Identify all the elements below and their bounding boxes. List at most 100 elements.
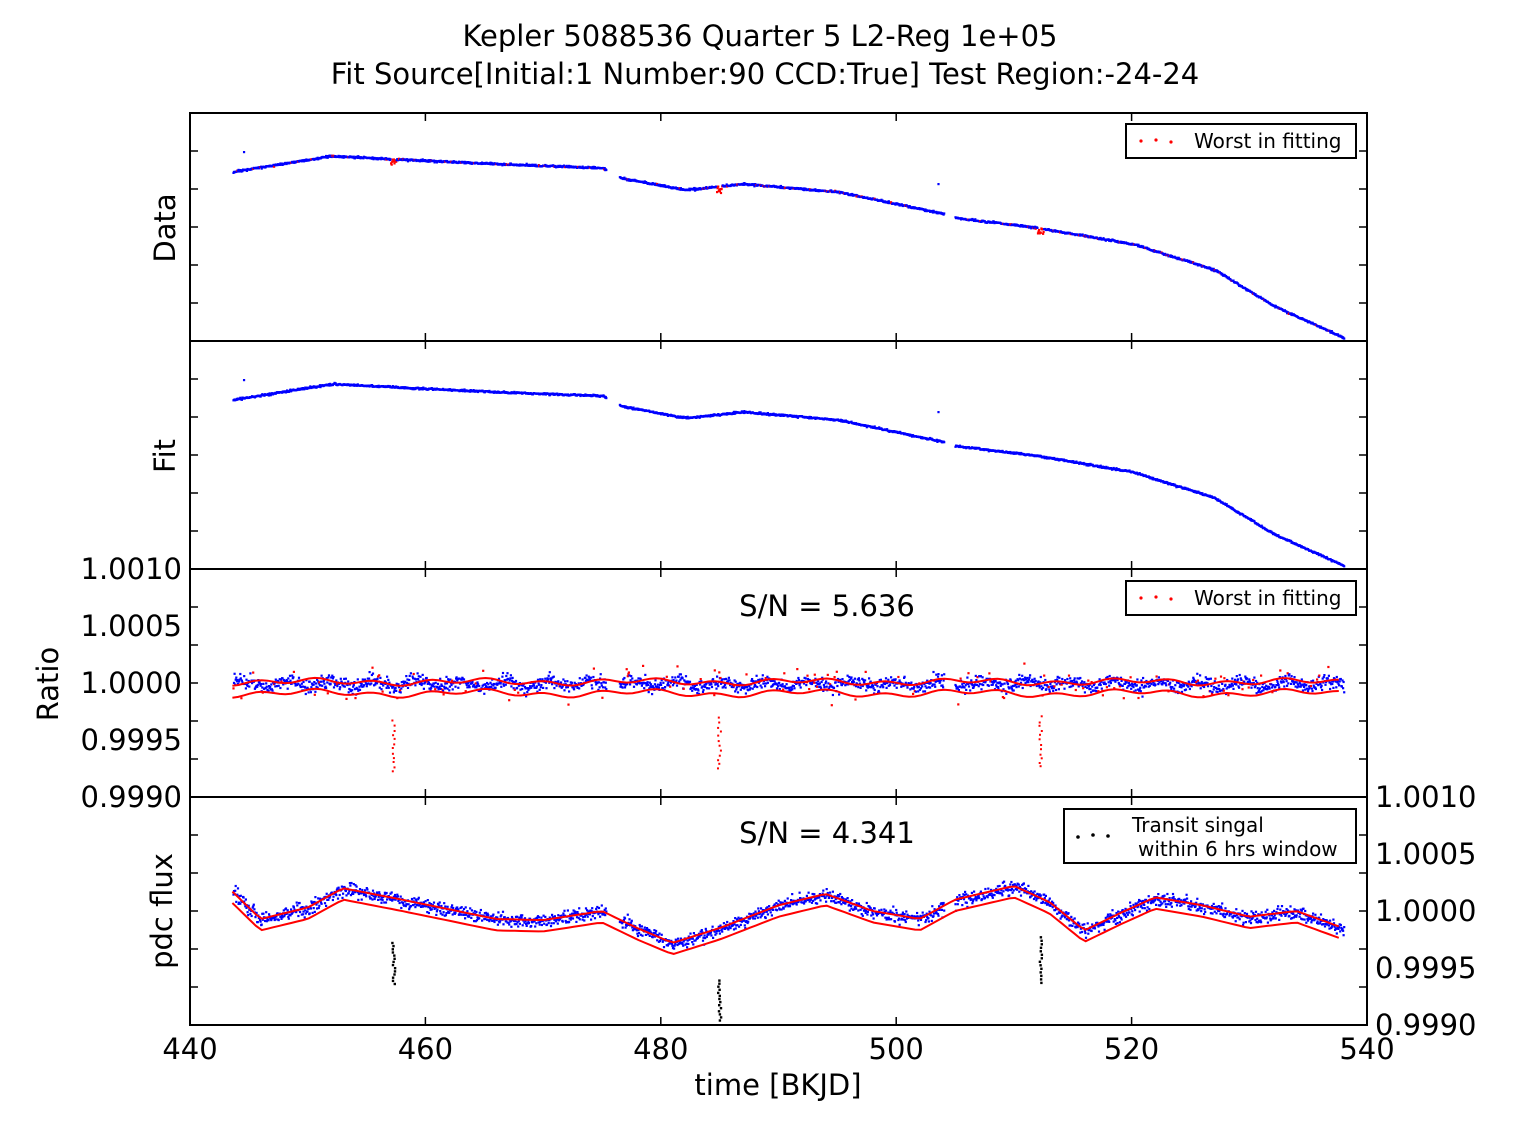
ratio-point <box>795 682 798 685</box>
worst-fit-point <box>377 675 380 678</box>
ratio-point <box>468 686 471 689</box>
ratio-point <box>486 681 489 685</box>
ratio-point <box>831 685 834 688</box>
ratio-point <box>790 686 793 689</box>
ratio-point <box>571 685 575 688</box>
ratio-point <box>253 687 256 690</box>
worst-fit-point <box>441 688 444 691</box>
data-point <box>395 159 398 162</box>
ratio-point <box>521 687 524 691</box>
ratio-point <box>322 679 325 682</box>
data-point <box>632 406 635 409</box>
worst-fit-point <box>1034 227 1037 230</box>
worst-fit-point <box>627 672 630 675</box>
ratio-point <box>564 680 567 683</box>
ratio-point <box>436 686 439 689</box>
ratio-point <box>491 687 494 690</box>
data-point <box>452 161 455 164</box>
ratio-point <box>296 683 299 687</box>
worst-fit-point <box>326 692 329 695</box>
worst-fit-point <box>665 675 668 678</box>
ratio-point <box>310 686 313 689</box>
data-point <box>908 433 911 436</box>
ratio-point <box>671 684 675 687</box>
data-point <box>716 414 719 417</box>
ratio-point <box>777 685 780 688</box>
ratio-point <box>379 676 382 679</box>
ratio-point <box>336 685 339 688</box>
ratio-point <box>352 683 355 687</box>
worst-fit-point <box>720 188 723 191</box>
data-point <box>503 390 506 393</box>
ratio-point <box>520 684 523 687</box>
ratio-point <box>847 680 850 683</box>
data-point <box>1161 480 1164 483</box>
data-point <box>1223 502 1227 505</box>
data-point <box>329 155 332 158</box>
ratio-point <box>831 693 834 697</box>
ratio-point <box>501 675 504 678</box>
ratio-point <box>434 681 437 684</box>
ratio-point <box>536 678 540 681</box>
ratio-point <box>597 681 601 684</box>
worst-fit-point <box>508 699 511 702</box>
ratio-point <box>360 684 363 687</box>
ratio-point <box>595 683 598 686</box>
ratio-point <box>525 695 528 698</box>
ratio-point <box>701 685 704 688</box>
ratio-point <box>538 683 541 686</box>
ratio-point <box>653 683 656 686</box>
worst-fit-point <box>482 669 485 672</box>
ratio-point <box>761 674 764 677</box>
worst-fit-point <box>392 158 395 161</box>
ratio-point <box>259 684 262 687</box>
ratio-point <box>710 683 713 686</box>
data-point <box>715 185 718 188</box>
worst-fit-point <box>345 697 348 700</box>
data-point <box>1188 259 1191 262</box>
ratio-point <box>274 685 277 688</box>
ratio-point <box>799 686 802 689</box>
ratio-point <box>364 681 367 684</box>
worst-fit-point <box>796 668 799 671</box>
ratio-point <box>273 682 276 685</box>
ratio-point <box>509 677 512 680</box>
ratio-point <box>840 684 843 687</box>
data-point <box>1201 492 1204 495</box>
ratio-point <box>621 682 624 685</box>
ratio-point <box>413 677 416 680</box>
data-point <box>1084 234 1087 237</box>
ratio-point <box>806 677 810 681</box>
ratio-point <box>739 681 742 684</box>
ratio-point <box>525 687 528 690</box>
ratio-point <box>632 685 636 688</box>
ratio-point <box>324 685 327 688</box>
ratio-point <box>557 680 560 683</box>
ratio-point <box>684 680 687 683</box>
ratio-point <box>477 683 480 686</box>
ratio-point <box>763 682 766 685</box>
ratio-point <box>487 686 490 689</box>
ratio-point <box>720 679 723 683</box>
ratio-point <box>656 683 659 686</box>
data-point <box>1211 269 1214 272</box>
ratio-point <box>650 686 653 689</box>
ratio-point <box>388 681 391 684</box>
ratio-point <box>703 683 706 686</box>
ratio-point <box>730 685 733 689</box>
ratio-point <box>802 680 805 683</box>
ratio-point <box>773 683 776 686</box>
ratio-point <box>440 684 443 687</box>
data-point <box>887 200 890 203</box>
ratio-point <box>288 674 292 677</box>
ratio-point <box>599 677 602 680</box>
data-point <box>631 406 634 409</box>
data-point <box>1317 552 1320 555</box>
data-point <box>593 166 597 169</box>
ratio-point <box>554 680 557 683</box>
data-point <box>1230 506 1233 509</box>
ratio-point <box>388 691 392 694</box>
ratio-point <box>673 682 676 685</box>
data-point <box>334 382 337 385</box>
ratio-point <box>716 675 719 678</box>
